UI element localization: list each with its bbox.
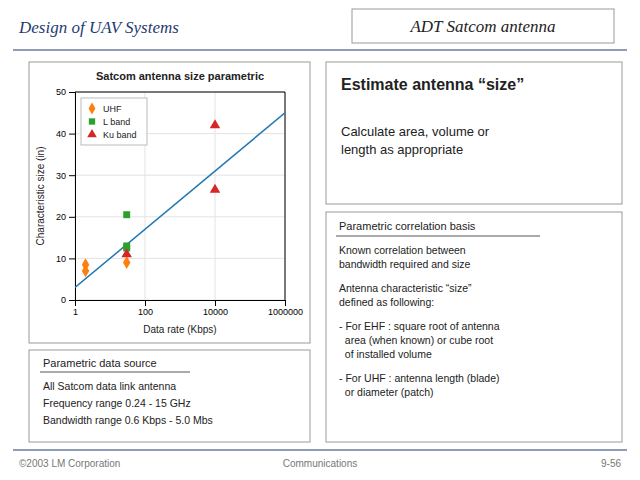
- box-text: Bandwidth range 0.6 Kbps - 5.0 Mbs: [43, 414, 213, 426]
- estimate-box: [326, 62, 622, 204]
- source-box: [29, 350, 310, 442]
- tick-mark: [69, 258, 75, 259]
- grid-line: [75, 175, 285, 176]
- footer-right: 9-56: [601, 458, 621, 469]
- page: Design of UAV Systems ADT Satcom antenna ©…: [0, 0, 640, 480]
- tick: 10000: [203, 300, 228, 317]
- point: [121, 248, 132, 257]
- box-text: Calculate area, volume orlength as appro…: [341, 124, 490, 157]
- box-title: Parametric correlation basis: [339, 220, 476, 232]
- correlation-box: [326, 212, 622, 442]
- legend-label: L band: [103, 117, 130, 127]
- tick: 100: [138, 300, 153, 317]
- box-text: Frequency range 0.24 - 15 GHz: [43, 397, 191, 409]
- tick-label: 10: [56, 254, 66, 264]
- tick-mark: [69, 134, 75, 135]
- y-axis-title: Characteristic size (in): [35, 147, 46, 246]
- axis-x: 1 100 10000 1000000: [73, 300, 303, 317]
- box-text: - For UHF : antenna length (blade) or di…: [339, 372, 500, 398]
- chart-title: Satcom antenna size parametric: [96, 70, 264, 82]
- tick-label: 20: [56, 212, 66, 222]
- tick-mark: [69, 175, 75, 176]
- tick: 1: [73, 300, 78, 317]
- axis-y: 0 10 20 30 40 50: [56, 87, 76, 305]
- box-title-rule: [336, 236, 540, 237]
- tick-label: 30: [56, 171, 66, 181]
- grid: [75, 92, 285, 300]
- page-title-right: ADT Satcom antenna: [409, 17, 555, 36]
- tick-mark: [69, 217, 75, 218]
- box-text: - For EHF : square root of antenna area …: [339, 320, 500, 360]
- axis-line: [69, 93, 76, 301]
- x-axis-title: Data rate (Kbps): [143, 324, 216, 335]
- box-text: Antenna characteristic “size”defined as …: [339, 282, 472, 308]
- point: [82, 258, 89, 271]
- legend-box: [81, 98, 147, 145]
- page-title-left: Design of UAV Systems: [18, 18, 179, 37]
- tick: 0: [61, 295, 75, 305]
- legend-swatch: [89, 118, 95, 124]
- trend-line: [75, 113, 285, 288]
- footer-center: Communications: [283, 458, 357, 469]
- legend-swatch: [87, 129, 97, 137]
- tick: 1000000: [268, 300, 303, 317]
- chart: 1 100 10000 1000000 0 10 20 30 40 50 Satcom antenn…: [35, 70, 303, 335]
- chart-panel: [29, 62, 310, 343]
- point: [123, 256, 130, 269]
- footer-rule: [13, 450, 627, 451]
- tick: 50: [56, 87, 75, 97]
- grid-line: [75, 216, 285, 217]
- tick-mark: [69, 92, 75, 93]
- plot-frame: [75, 92, 285, 300]
- tick: 10: [56, 254, 75, 264]
- point: [123, 211, 130, 218]
- legend-swatch: [89, 103, 96, 115]
- legend-label: Ku band: [103, 130, 137, 140]
- tick-label: 10000: [203, 307, 228, 317]
- tick-mark: [145, 300, 146, 306]
- tick-mark: [285, 300, 286, 306]
- marks: [75, 113, 285, 288]
- point: [210, 184, 221, 193]
- footer-left: ©2003 LM Corporation: [19, 458, 120, 469]
- legend-label: UHF: [103, 104, 122, 114]
- tick-label: 1: [73, 307, 78, 317]
- tick: 20: [56, 212, 75, 222]
- tick-mark: [69, 300, 75, 301]
- tick-label: 0: [61, 295, 66, 305]
- title-box: [352, 9, 614, 43]
- grid-line: [75, 258, 285, 259]
- tick-label: 1000000: [268, 307, 303, 317]
- point: [210, 119, 221, 128]
- box-title: Parametric data source: [43, 357, 157, 369]
- box-title: Estimate antenna “size”: [341, 76, 524, 93]
- legend: UHF L band Ku band: [81, 98, 147, 145]
- box-text: Known correlation betweenbandwidth requi…: [339, 244, 470, 270]
- tick: 30: [56, 171, 75, 181]
- tick-label: 40: [56, 129, 66, 139]
- tick-label: 100: [138, 307, 153, 317]
- axis-line: [76, 301, 286, 307]
- box-title-rule: [40, 372, 190, 373]
- tick: 40: [56, 129, 75, 139]
- box-text: All Satcom data link antenna: [43, 380, 176, 392]
- tick-mark: [215, 300, 216, 306]
- tick-label: 50: [56, 87, 66, 97]
- header-rule: [13, 50, 627, 51]
